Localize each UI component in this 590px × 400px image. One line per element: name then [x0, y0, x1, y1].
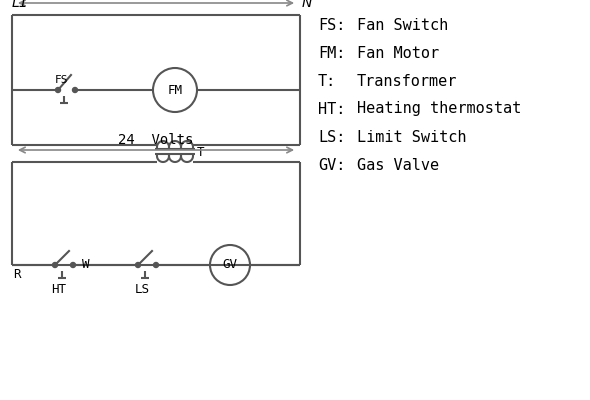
Text: HT:: HT: — [318, 102, 345, 116]
Circle shape — [70, 262, 76, 268]
Text: HT: HT — [51, 283, 67, 296]
Text: Fan Switch: Fan Switch — [357, 18, 448, 32]
Text: GV: GV — [222, 258, 238, 272]
Text: FS:: FS: — [318, 18, 345, 32]
Text: Limit Switch: Limit Switch — [357, 130, 467, 144]
Circle shape — [136, 262, 140, 268]
Circle shape — [153, 262, 159, 268]
Text: W: W — [82, 258, 90, 270]
Text: Heating thermostat: Heating thermostat — [357, 102, 521, 116]
Circle shape — [53, 262, 57, 268]
Circle shape — [55, 88, 61, 92]
Text: R: R — [13, 268, 21, 281]
Text: GV:: GV: — [318, 158, 345, 172]
Circle shape — [73, 88, 77, 92]
Text: Fan Motor: Fan Motor — [357, 46, 439, 60]
Text: L1: L1 — [12, 0, 29, 10]
Text: N: N — [302, 0, 312, 10]
Text: LS:: LS: — [318, 130, 345, 144]
Text: FM: FM — [168, 84, 182, 96]
Text: 24  Volts: 24 Volts — [119, 133, 194, 147]
Text: T: T — [197, 146, 205, 158]
Text: FS: FS — [55, 75, 68, 85]
Text: FM:: FM: — [318, 46, 345, 60]
Text: T:: T: — [318, 74, 336, 88]
Text: Transformer: Transformer — [357, 74, 457, 88]
Text: Gas Valve: Gas Valve — [357, 158, 439, 172]
Text: LS: LS — [135, 283, 149, 296]
